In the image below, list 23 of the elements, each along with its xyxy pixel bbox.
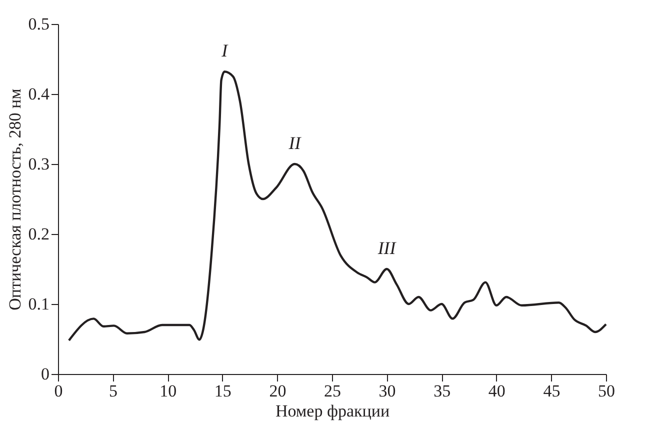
x-axis-title: Номер фракции xyxy=(275,402,390,420)
annotation: I xyxy=(220,40,229,61)
y-tick-label: 0.1 xyxy=(28,294,50,314)
x-tick-label: 50 xyxy=(598,382,615,400)
x-tick-label: 15 xyxy=(214,382,232,400)
x-tick-label: 35 xyxy=(434,382,451,400)
line-series xyxy=(68,70,608,342)
annotation: II xyxy=(288,133,302,153)
x-tick-label: 45 xyxy=(543,382,560,400)
x-tick-label: 0 xyxy=(54,382,63,400)
x-tick-label: 20 xyxy=(269,382,286,400)
annotation: III xyxy=(376,238,397,258)
x-tick-label: 5 xyxy=(109,382,118,400)
y-tick-label: 0.5 xyxy=(28,14,50,34)
x-tick-label: 30 xyxy=(378,382,396,400)
y-tick-label: 0 xyxy=(41,364,50,384)
y-tick-label: 0.3 xyxy=(28,154,50,174)
x-tick-label: 40 xyxy=(488,382,506,400)
y-tick-label: 0.4 xyxy=(28,84,50,104)
y-tick-label: 0.2 xyxy=(28,224,50,244)
x-tick-label: 25 xyxy=(324,382,341,400)
x-tick-label: 10 xyxy=(160,382,177,400)
y-axis-title: Оптическая плотность, 280 нм xyxy=(5,88,24,310)
